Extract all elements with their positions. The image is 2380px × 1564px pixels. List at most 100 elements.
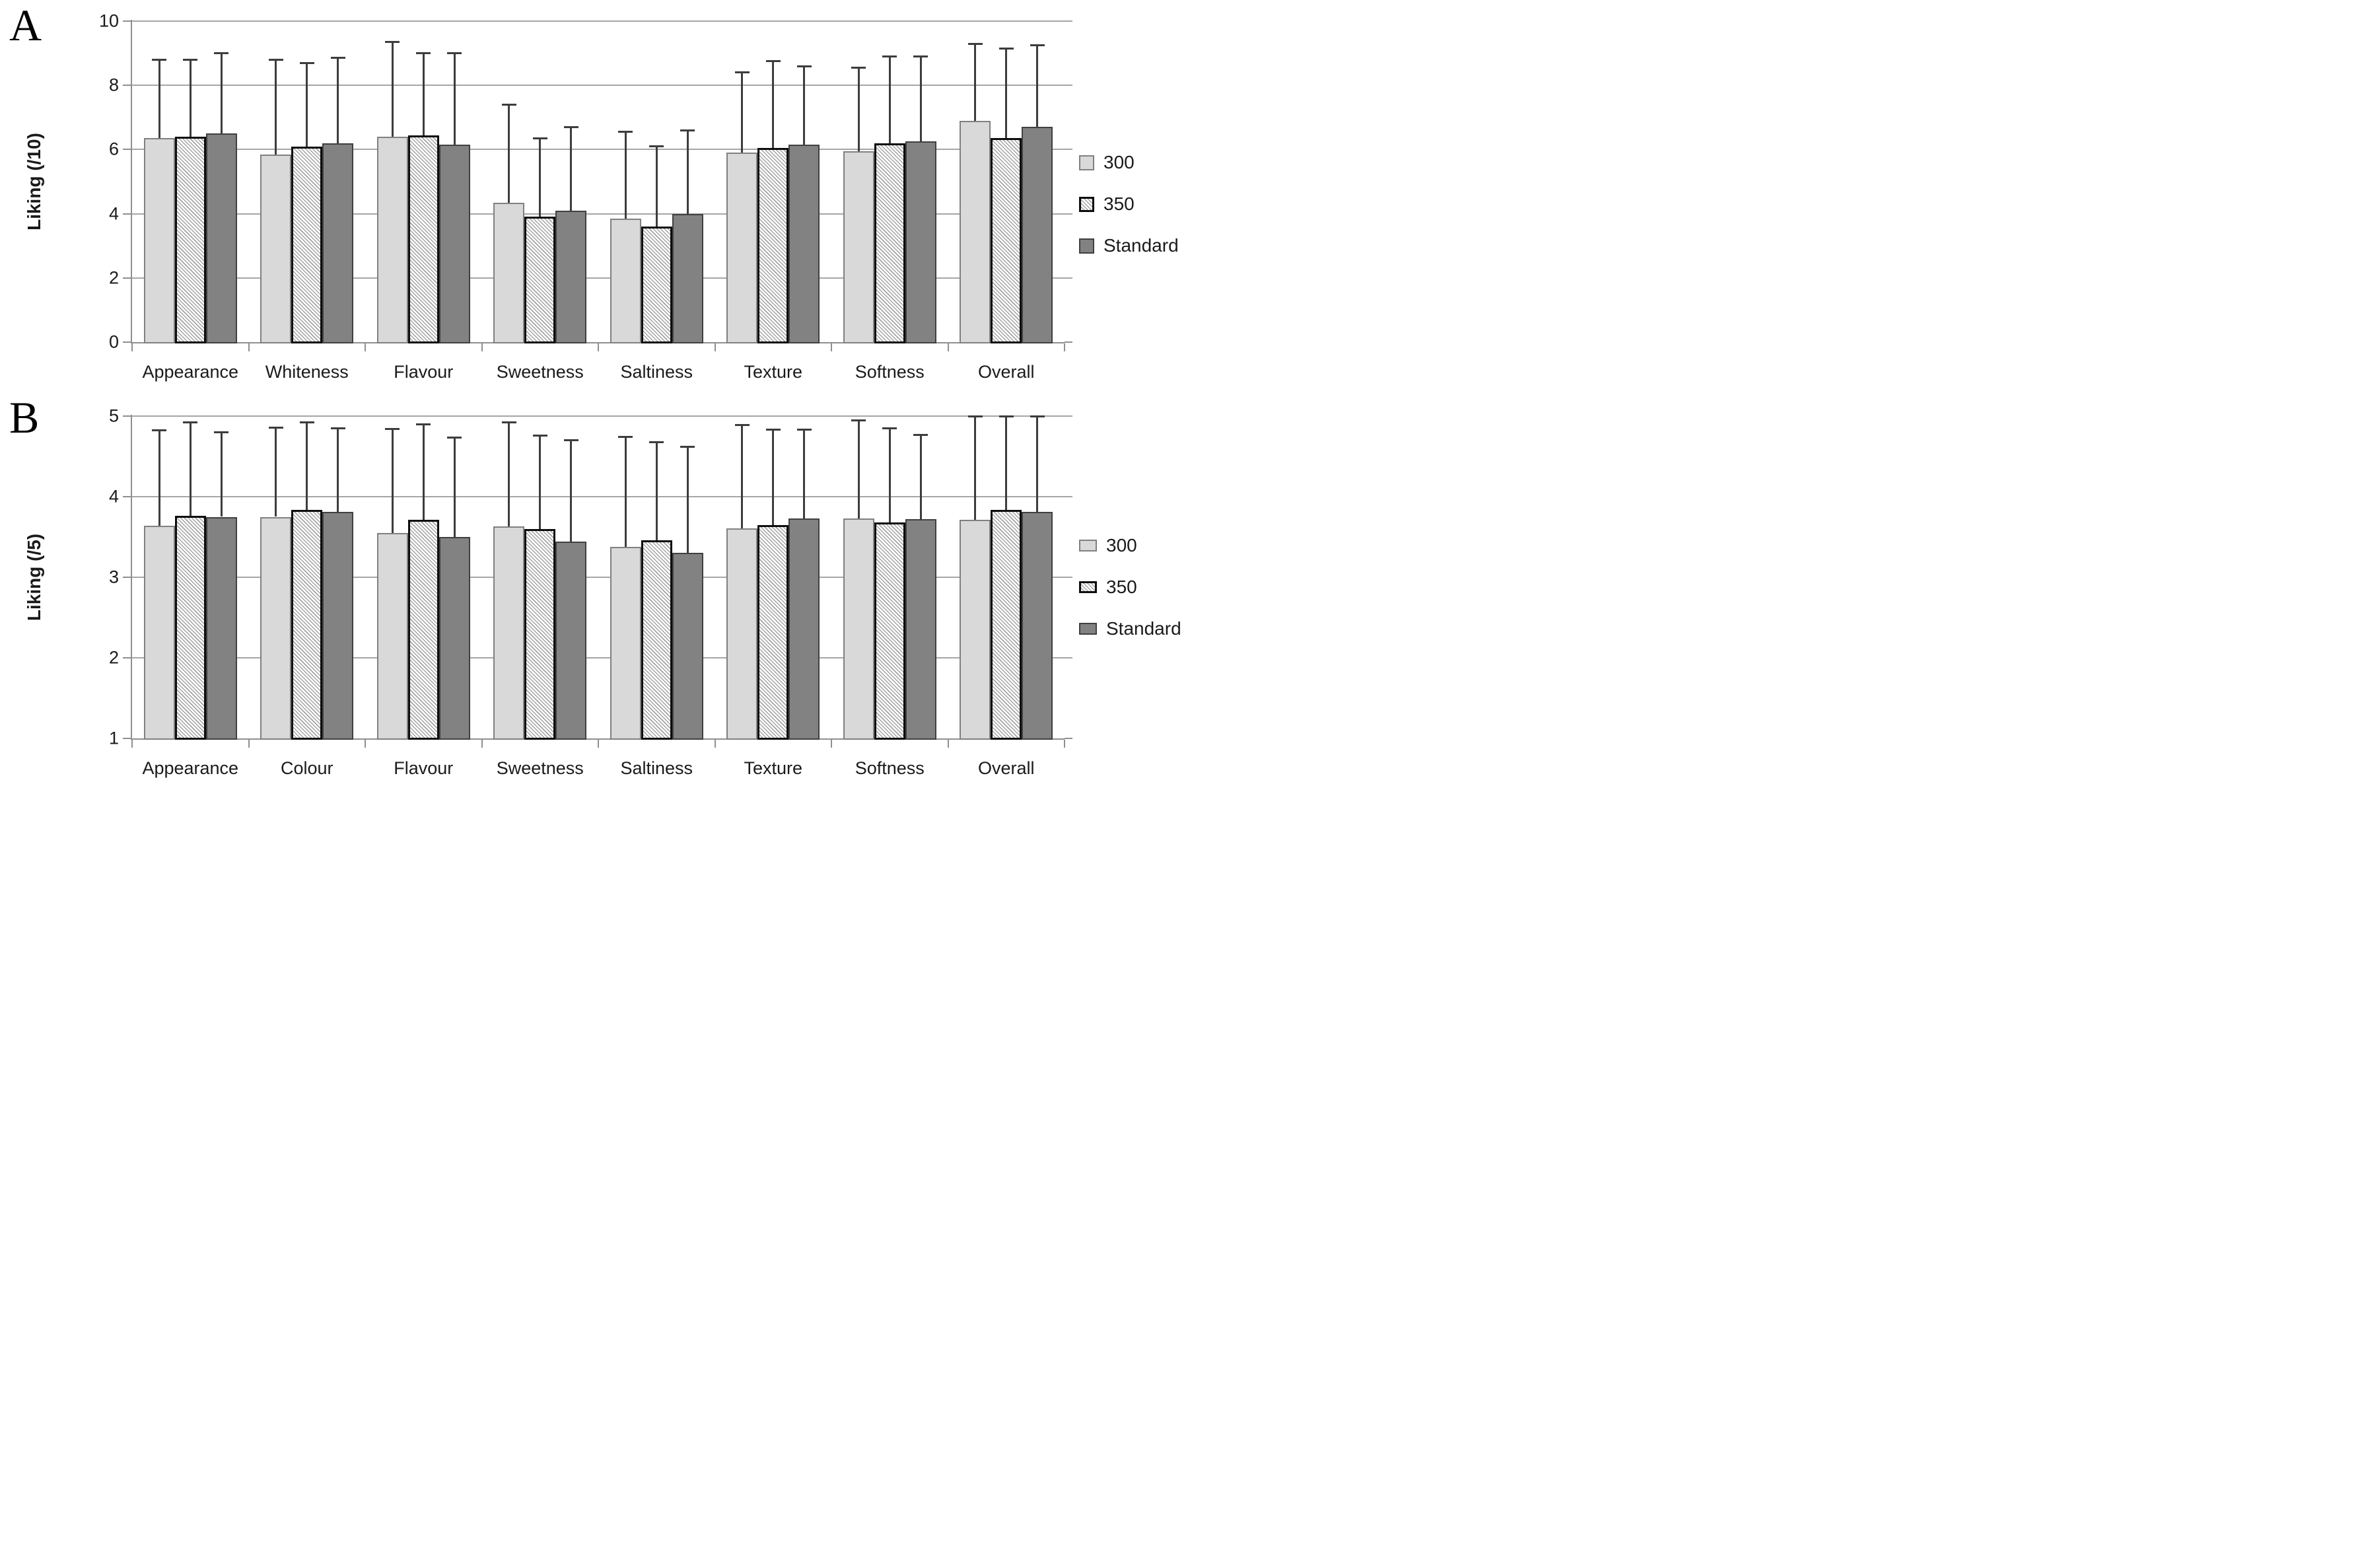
chart-b-error-bar-softness-300: [857, 420, 860, 518]
chart-b-error-cap-texture-350: [765, 429, 781, 431]
chart-b-bar-appearance-350: [174, 516, 206, 740]
chart-a-bar-whiteness-350: [291, 146, 323, 343]
chart-a-bar-flavour-standard: [438, 145, 470, 343]
chart-a-bar-softness-350: [874, 143, 905, 343]
chart-a-legend-item-300: 300: [1079, 152, 1135, 173]
chart-b-legend-item-350: 350: [1079, 577, 1137, 598]
chart-a-error-bar-sweetness-350: [539, 138, 542, 217]
chart-b-gridline-5: [132, 415, 1072, 417]
chart-b-error-bar-colour-300: [275, 427, 277, 517]
chart-a-error-cap-overall-standard: [1030, 44, 1045, 46]
chart-a-error-cap-texture-350: [765, 60, 781, 63]
chart-a-error-cap-texture-300: [734, 71, 750, 74]
chart-b-error-cap-overall-350: [998, 415, 1014, 417]
chart-b-ytick-label-2: 2: [108, 647, 119, 668]
chart-b-legend-label-350: 350: [1106, 577, 1137, 597]
chart-b-legend-label-standard: Standard: [1106, 618, 1181, 639]
chart-b-error-bar-appearance-350: [189, 422, 192, 516]
chart-a-error-cap-flavour-300: [385, 41, 400, 44]
chart-b-bar-appearance-standard: [205, 516, 237, 740]
chart-a-legend-label-300: 300: [1103, 152, 1135, 172]
chart-b-error-bar-flavour-standard: [453, 437, 456, 537]
chart-a-category-label-flavour: Flavour: [394, 362, 454, 382]
chart-b-x-boundary-tick-4: [598, 740, 599, 748]
chart-a-error-bar-appearance-standard: [220, 53, 223, 134]
chart-b-bar-saltiness-300: [610, 546, 641, 740]
chart-a-category-label-sweetness: Sweetness: [496, 362, 584, 382]
chart-a-x-boundary-tick-1: [248, 343, 250, 351]
chart-a-ytick-label-2: 2: [108, 267, 119, 288]
chart-a-error-cap-appearance-standard: [214, 52, 229, 55]
chart-a-bar-appearance-300: [143, 138, 175, 343]
chart-b-error-cap-colour-standard: [330, 427, 345, 429]
chart-a-error-cap-overall-300: [967, 42, 983, 45]
chart-b-left-tick-1: [123, 738, 132, 739]
chart-a-bar-saltiness-350: [641, 227, 672, 343]
chart-b-error-cap-sweetness-standard: [563, 439, 578, 442]
chart-a-gridline-10: [132, 20, 1072, 22]
chart-a-left-tick-0: [123, 341, 132, 343]
chart-a-x-boundary-tick-3: [481, 343, 483, 351]
chart-b-error-bar-flavour-350: [422, 424, 425, 520]
chart-b-error-cap-flavour-standard: [447, 437, 462, 439]
chart-b-bar-sweetness-300: [493, 526, 525, 740]
chart-b-error-bar-texture-300: [741, 425, 744, 528]
chart-a-legend-item-standard: Standard: [1079, 235, 1179, 256]
chart-b-bar-overall-300: [960, 520, 991, 740]
chart-a-gridline-2: [132, 277, 1072, 279]
chart-b-x-boundary-tick-3: [481, 740, 483, 748]
figure: A B 0 2 4 6 8 10 Appearance Whiteness Flavour Swe…: [0, 0, 1190, 782]
chart-a-error-cap-whiteness-standard: [330, 57, 345, 59]
chart-a-error-cap-saltiness-300: [618, 131, 633, 133]
chart-b-error-cap-flavour-350: [416, 423, 431, 425]
chart-a-error-cap-whiteness-300: [268, 58, 283, 61]
chart-b-error-cap-softness-standard: [913, 433, 928, 436]
chart-b-error-cap-softness-300: [851, 419, 866, 421]
chart-b-category-label-overall: Overall: [977, 758, 1035, 778]
chart-a-category-label-texture: Texture: [744, 362, 803, 382]
chart-a-error-cap-overall-350: [998, 47, 1014, 50]
chart-b-x-boundary-tick-2: [365, 740, 366, 748]
chart-a-bar-sweetness-standard: [555, 210, 587, 343]
chart-a-left-tick-8: [123, 85, 132, 87]
chart-a-category-label-appearance: Appearance: [142, 362, 239, 382]
chart-a-gridline-6: [132, 149, 1072, 151]
chart-a-error-bar-appearance-350: [189, 59, 192, 137]
chart-b-legend-swatch-standard: [1079, 623, 1097, 635]
chart-b-error-cap-flavour-300: [385, 428, 400, 431]
chart-b-error-bar-saltiness-standard: [686, 446, 689, 553]
chart-a-ytick-label-4: 4: [108, 203, 119, 224]
chart-a-error-bar-saltiness-standard: [686, 130, 689, 214]
chart-b-right-tick-1: [1065, 738, 1072, 739]
chart-a-legend-label-350: 350: [1103, 194, 1135, 214]
chart-a-error-bar-whiteness-300: [275, 59, 277, 155]
chart-a-legend-swatch-standard: [1079, 238, 1094, 254]
chart-b-error-cap-softness-350: [882, 427, 897, 429]
chart-b-error-bar-overall-350: [1005, 416, 1008, 510]
chart-a-error-cap-softness-350: [882, 55, 897, 57]
chart-b-legend-item-300: 300: [1079, 535, 1137, 556]
chart-a-left-tick-2: [123, 277, 132, 279]
chart-b-bar-flavour-standard: [438, 537, 470, 740]
chart-b-error-cap-overall-300: [967, 415, 983, 417]
chart-b-error-bar-saltiness-350: [655, 442, 658, 540]
chart-a-error-cap-saltiness-standard: [680, 129, 695, 131]
chart-a-x-boundary-tick-8: [1064, 343, 1065, 351]
chart-b-bar-flavour-300: [376, 532, 408, 740]
chart-a-bar-texture-350: [757, 147, 789, 343]
chart-b-bar-saltiness-350: [641, 540, 672, 740]
chart-a-error-bar-texture-standard: [803, 66, 806, 145]
chart-b-bar-flavour-350: [407, 520, 439, 740]
chart-a-gridline-4: [132, 213, 1072, 215]
chart-b-error-bar-softness-standard: [919, 435, 922, 520]
chart-b-ytick-label-4: 4: [108, 486, 119, 507]
chart-b-error-bar-saltiness-300: [624, 437, 627, 547]
chart-b-bar-texture-350: [757, 524, 789, 740]
chart-b-x-boundary-tick-0: [131, 740, 133, 748]
chart-a-bar-overall-standard: [1022, 127, 1053, 343]
chart-b-y-axis-title: Liking (/5): [24, 533, 44, 622]
chart-a-left-tick-4: [123, 213, 132, 215]
chart-a-bar-flavour-300: [376, 136, 408, 343]
chart-a-error-bar-sweetness-300: [508, 104, 510, 203]
chart-b-x-boundary-tick-5: [714, 740, 716, 748]
